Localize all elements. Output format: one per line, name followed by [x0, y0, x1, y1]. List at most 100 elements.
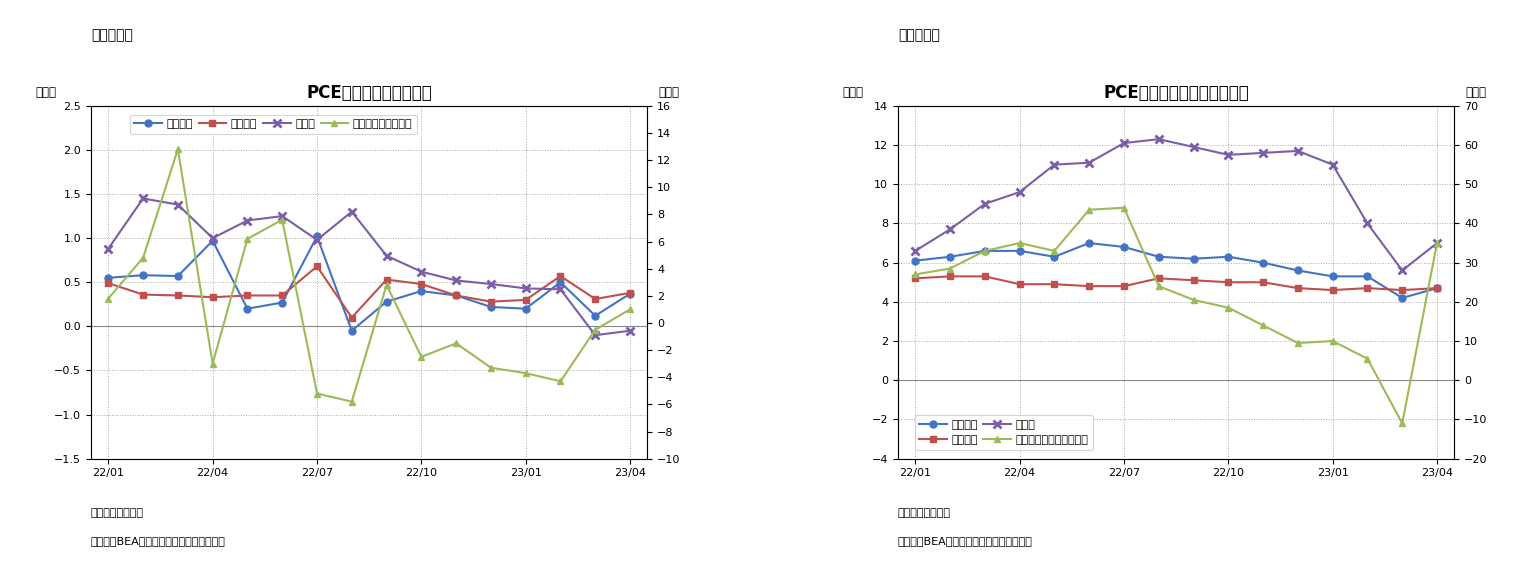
コア指数	[1115, 283, 1133, 290]
エネルギー（右軸）	[447, 340, 465, 347]
エネルギー関連（右軸）	[1220, 304, 1238, 311]
エネルギー関連（右軸）	[1324, 338, 1342, 345]
エネルギー関連（右軸）	[1359, 355, 1377, 362]
食料品	[1045, 161, 1064, 168]
食料品	[1150, 136, 1168, 143]
総合指数	[412, 288, 430, 295]
総合指数	[1150, 253, 1168, 260]
食料品	[377, 252, 395, 259]
食料品	[447, 277, 465, 284]
Line: エネルギー（右軸）: エネルギー（右軸）	[105, 146, 633, 405]
総合指数	[517, 305, 535, 312]
エネルギー関連（右軸）	[906, 271, 924, 278]
エネルギー関連（右軸）	[1150, 283, 1168, 290]
エネルギー関連（右軸）	[976, 248, 994, 255]
食料品	[1185, 143, 1203, 151]
食料品	[1115, 139, 1133, 146]
コア指数	[342, 314, 361, 321]
エネルギー関連（右軸）	[1045, 248, 1064, 255]
総合指数	[1289, 267, 1307, 274]
コア指数	[586, 296, 604, 303]
コア指数	[1359, 285, 1377, 292]
エネルギー（右軸）	[133, 254, 152, 261]
コア指数	[273, 292, 291, 299]
総合指数	[273, 299, 291, 306]
コア指数	[482, 298, 500, 305]
Text: （％）: （％）	[1465, 86, 1486, 99]
コア指数	[447, 292, 465, 299]
食料品	[412, 268, 430, 275]
総合指数	[621, 290, 639, 298]
総合指数	[1394, 295, 1412, 302]
エネルギー関連（右軸）	[1289, 339, 1307, 346]
Text: （図表６）: （図表６）	[91, 28, 133, 42]
総合指数	[342, 328, 361, 335]
食料品	[1080, 159, 1098, 166]
コア指数	[1254, 279, 1273, 286]
コア指数	[551, 273, 570, 280]
Line: 食料品: 食料品	[911, 135, 1441, 275]
エネルギー（右軸）	[551, 377, 570, 385]
総合指数	[1115, 243, 1133, 250]
エネルギー（右軸）	[482, 364, 500, 371]
エネルギー（右軸）	[377, 282, 395, 289]
総合指数	[133, 272, 152, 279]
エネルギー関連（右軸）	[1394, 420, 1412, 427]
食料品	[1394, 267, 1412, 274]
エネルギー関連（右軸）	[1254, 322, 1273, 329]
食料品	[586, 332, 604, 339]
コア指数	[1289, 285, 1307, 292]
食料品	[98, 245, 117, 252]
Text: （注）季節調整済: （注）季節調整済	[898, 508, 951, 518]
Text: （注）季節調整済: （注）季節調整済	[91, 508, 144, 518]
コア指数	[621, 289, 639, 296]
Text: （資料）BEAよりニッセイ基礎研究所作成: （資料）BEAよりニッセイ基礎研究所作成	[898, 536, 1033, 546]
コア指数	[238, 292, 256, 299]
食料品	[1359, 220, 1377, 227]
総合指数	[1220, 253, 1238, 260]
総合指数	[941, 253, 959, 260]
Text: （％）: （％）	[35, 86, 56, 99]
エネルギー（右軸）	[308, 390, 326, 397]
エネルギー（右軸）	[203, 360, 221, 367]
コア指数	[1185, 277, 1203, 284]
エネルギー（右軸）	[412, 353, 430, 360]
エネルギー（右軸）	[238, 235, 256, 242]
食料品	[1254, 149, 1273, 156]
コア指数	[168, 292, 186, 299]
コア指数	[412, 280, 430, 288]
食料品	[238, 217, 256, 224]
エネルギー関連（右軸）	[1429, 239, 1447, 246]
コア指数	[976, 273, 994, 280]
コア指数	[1429, 285, 1447, 292]
総合指数	[1429, 285, 1447, 292]
エネルギー関連（右軸）	[1115, 204, 1133, 211]
食料品	[308, 236, 326, 243]
総合指数	[203, 238, 221, 245]
エネルギー関連（右軸）	[1080, 206, 1098, 213]
総合指数	[586, 312, 604, 319]
コア指数	[1220, 279, 1238, 286]
エネルギー（右軸）	[273, 216, 291, 223]
Title: PCE価格指数（前月比）: PCE価格指数（前月比）	[306, 83, 432, 102]
エネルギー（右軸）	[98, 295, 117, 302]
コア指数	[1324, 286, 1342, 293]
コア指数	[1011, 280, 1029, 288]
総合指数	[976, 248, 994, 255]
総合指数	[1011, 248, 1029, 255]
総合指数	[1185, 255, 1203, 262]
食料品	[273, 213, 291, 220]
食料品	[1429, 239, 1447, 246]
コア指数	[1394, 286, 1412, 293]
総合指数	[551, 279, 570, 286]
エネルギー関連（右軸）	[941, 265, 959, 272]
Text: （図表７）: （図表７）	[898, 28, 939, 42]
総合指数	[1324, 273, 1342, 280]
食料品	[1011, 189, 1029, 196]
食料品	[976, 201, 994, 208]
コア指数	[377, 276, 395, 283]
食料品	[551, 286, 570, 293]
総合指数	[1254, 259, 1273, 266]
食料品	[133, 195, 152, 202]
コア指数	[133, 291, 152, 298]
